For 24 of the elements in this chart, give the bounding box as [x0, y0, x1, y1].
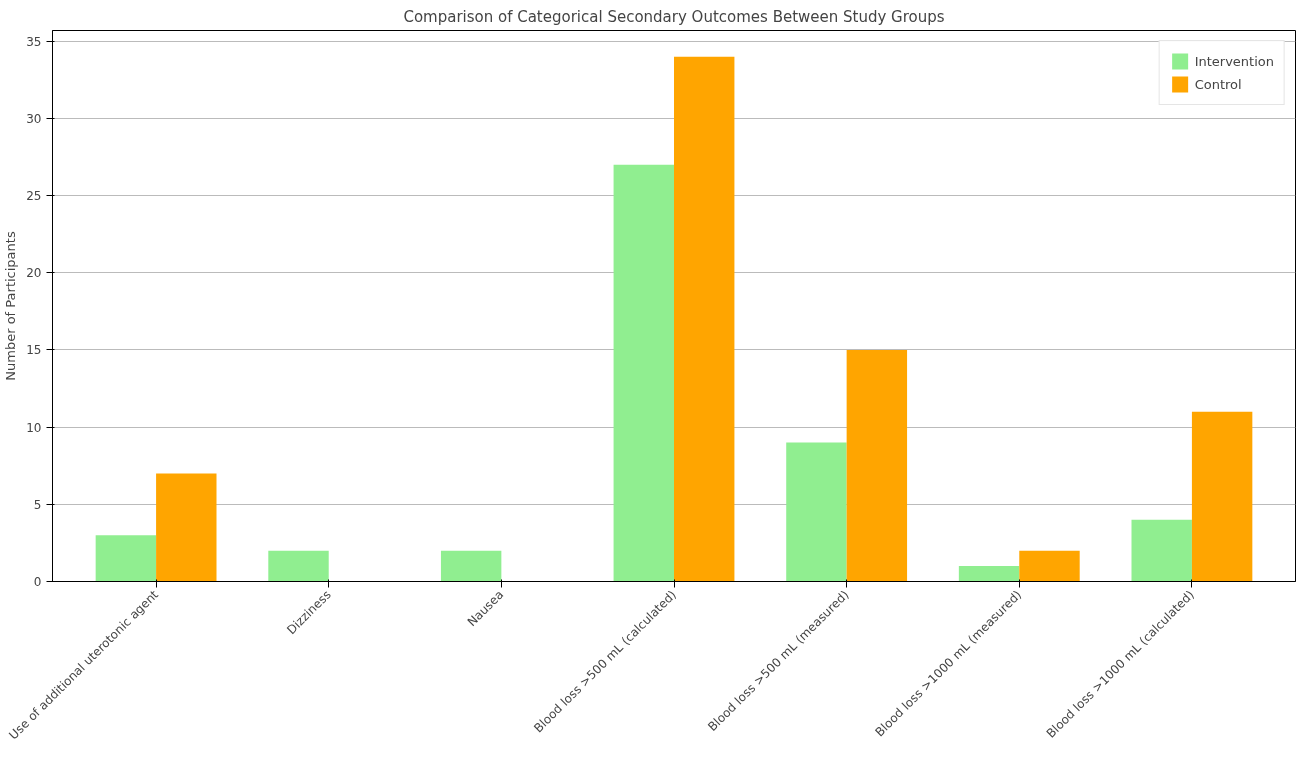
- bar: [1131, 519, 1192, 582]
- bar: [786, 442, 847, 582]
- y-tick-label: 10: [26, 420, 42, 435]
- bar: [958, 566, 1020, 582]
- bar: [674, 56, 735, 582]
- y-tick-label: 30: [26, 111, 42, 126]
- y-tick-label: 25: [26, 189, 42, 204]
- y-tick-label: 35: [26, 34, 42, 49]
- bar: [95, 535, 157, 582]
- y-tick-label: 20: [26, 266, 42, 281]
- bar: [1191, 411, 1253, 582]
- bar: [1019, 550, 1080, 582]
- bar: [440, 550, 502, 582]
- y-axis-title: Number of Participants: [3, 231, 19, 381]
- bar: [156, 473, 217, 582]
- legend-label: Control: [1194, 76, 1242, 92]
- bar: [613, 164, 674, 582]
- y-tick-label: 15: [26, 343, 42, 358]
- bar: [268, 550, 329, 582]
- y-tick-label: 5: [33, 497, 42, 512]
- y-tick-label: 0: [33, 575, 42, 589]
- bar: [846, 349, 908, 582]
- legend-label: Intervention: [1194, 53, 1274, 69]
- chart-title: Comparison of Categorical Secondary Outcomes Between Study Groups: [403, 7, 945, 26]
